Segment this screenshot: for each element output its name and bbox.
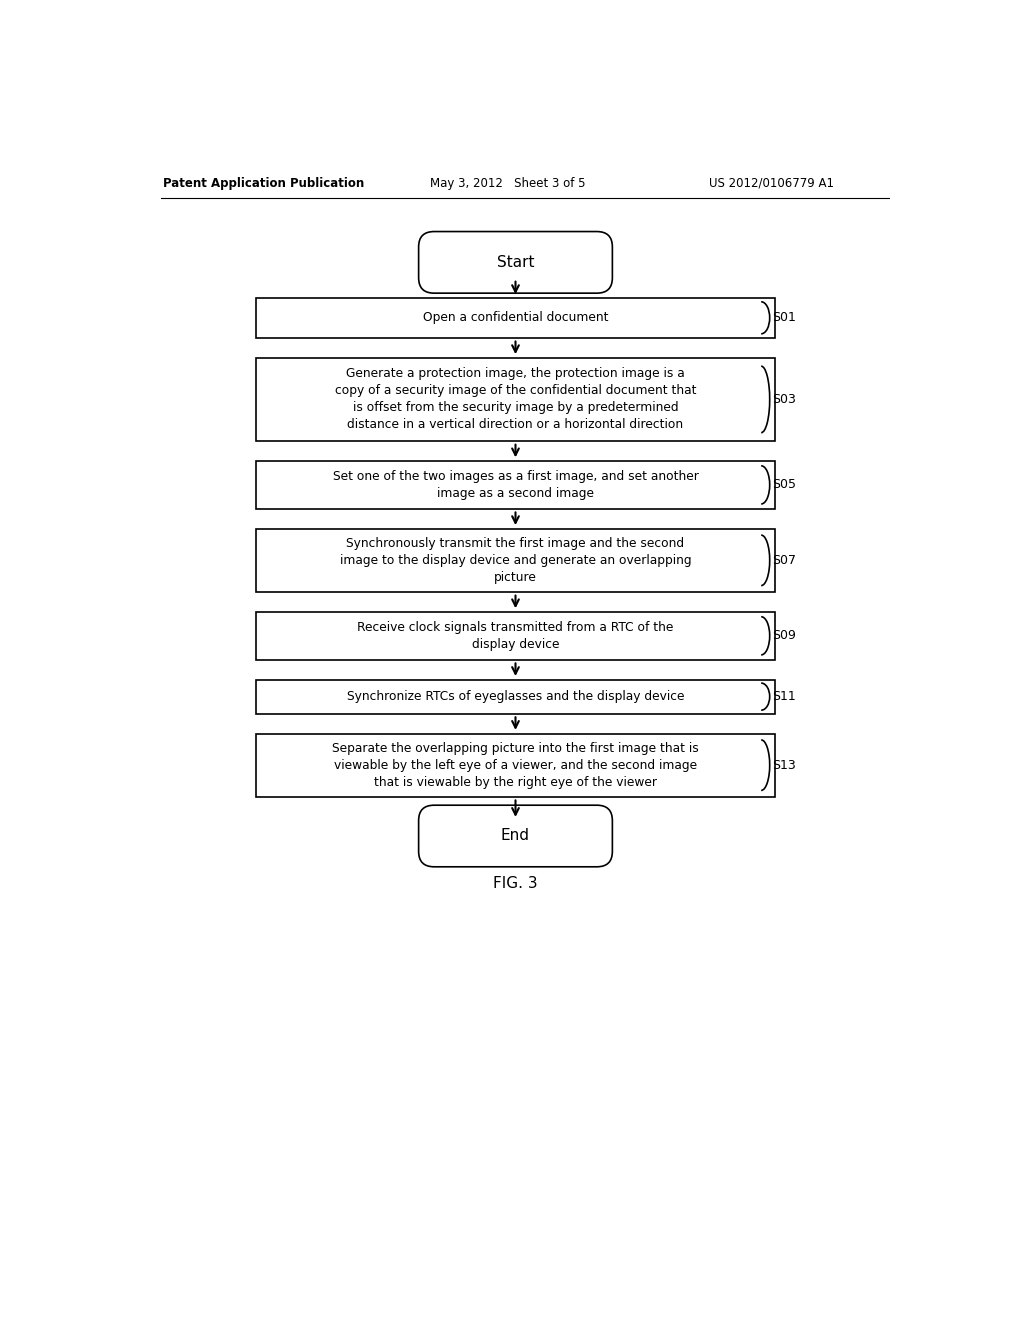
Text: S07: S07: [772, 554, 796, 566]
Text: US 2012/0106779 A1: US 2012/0106779 A1: [710, 177, 835, 190]
Text: Receive clock signals transmitted from a RTC of the
display device: Receive clock signals transmitted from a…: [357, 620, 674, 651]
Text: S09: S09: [772, 630, 796, 643]
Text: Generate a protection image, the protection image is a
copy of a security image : Generate a protection image, the protect…: [335, 367, 696, 432]
FancyBboxPatch shape: [419, 231, 612, 293]
Bar: [256, 680, 775, 714]
Text: End: End: [501, 829, 530, 843]
Bar: [256, 734, 775, 797]
Text: Separate the overlapping picture into the first image that is
viewable by the le: Separate the overlapping picture into th…: [332, 742, 698, 788]
FancyBboxPatch shape: [419, 805, 612, 867]
Bar: [256, 298, 775, 338]
Bar: [256, 461, 775, 508]
Text: Patent Application Publication: Patent Application Publication: [163, 177, 365, 190]
Text: Synchronize RTCs of eyeglasses and the display device: Synchronize RTCs of eyeglasses and the d…: [347, 690, 684, 704]
Text: S11: S11: [772, 690, 796, 704]
Text: S01: S01: [772, 312, 796, 325]
Text: S03: S03: [772, 393, 796, 407]
Bar: [256, 612, 775, 660]
Text: S05: S05: [772, 478, 796, 491]
Text: Start: Start: [497, 255, 535, 269]
Bar: [256, 529, 775, 591]
Text: FIG. 3: FIG. 3: [494, 876, 538, 891]
Text: May 3, 2012   Sheet 3 of 5: May 3, 2012 Sheet 3 of 5: [430, 177, 586, 190]
Text: Open a confidential document: Open a confidential document: [423, 312, 608, 325]
Text: Set one of the two images as a first image, and set another
image as a second im: Set one of the two images as a first ima…: [333, 470, 698, 500]
Text: S13: S13: [772, 759, 796, 772]
Text: Synchronously transmit the first image and the second
image to the display devic: Synchronously transmit the first image a…: [340, 537, 691, 583]
Bar: [256, 358, 775, 441]
